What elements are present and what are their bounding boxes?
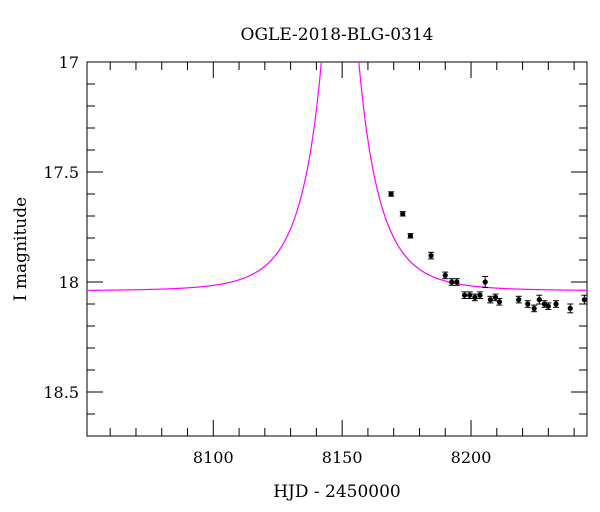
data-point (482, 276, 489, 288)
model-curve (87, 62, 587, 291)
data-point (466, 291, 473, 299)
data-point (461, 291, 468, 299)
point-marker (487, 297, 493, 303)
y-tick-label: 17 (59, 53, 79, 72)
point-marker (567, 305, 573, 311)
data-point (581, 294, 587, 305)
data-point (567, 303, 574, 314)
plot-frame (86, 61, 588, 437)
axis-ticks (87, 61, 587, 437)
point-marker (536, 297, 542, 303)
point-marker (482, 279, 488, 285)
chart-title: OGLE-2018-BLG-0314 (241, 25, 434, 45)
point-marker (454, 279, 460, 285)
y-axis-label: I magnitude (11, 197, 31, 301)
y-tick-label: 18 (59, 273, 79, 292)
data-point (442, 271, 449, 280)
point-marker (516, 297, 522, 303)
point-marker (472, 294, 478, 300)
data-point (407, 233, 414, 239)
data-point (515, 295, 522, 304)
point-marker (545, 303, 551, 309)
data-point (536, 294, 543, 305)
data-point (399, 211, 406, 217)
data-point (553, 300, 560, 308)
point-marker (407, 233, 414, 239)
point-marker (492, 294, 499, 300)
data-point (545, 302, 552, 310)
point-marker (467, 292, 473, 298)
data-point (524, 300, 531, 308)
data-point (388, 191, 395, 197)
data-point (477, 291, 484, 299)
data-point (492, 293, 499, 302)
point-marker (449, 279, 455, 285)
point-marker (477, 292, 483, 298)
tick-labels: 8100 8150 8200 17 17.5 18 18.5 (43, 53, 491, 467)
data-points (388, 191, 587, 314)
data-point (471, 293, 478, 302)
point-marker (400, 211, 406, 217)
x-axis-label: HJD - 2450000 (273, 482, 401, 502)
y-tick-label: 17.5 (43, 163, 79, 182)
y-tick-label: 18.5 (43, 383, 79, 402)
data-point (531, 304, 538, 313)
point-marker (388, 191, 394, 197)
x-tick-label: 8100 (193, 448, 234, 467)
data-point (448, 278, 455, 286)
point-marker (496, 299, 502, 305)
data-point (453, 278, 460, 286)
x-tick-label: 8150 (322, 448, 363, 467)
point-marker (553, 301, 559, 307)
point-marker (581, 297, 587, 303)
data-point (487, 295, 494, 304)
data-point (428, 251, 435, 260)
point-marker (461, 292, 468, 298)
point-marker (531, 305, 537, 311)
data-point (496, 298, 503, 306)
x-tick-label: 8200 (451, 448, 492, 467)
point-marker (442, 272, 448, 278)
point-marker (525, 301, 531, 307)
point-marker (428, 253, 434, 259)
